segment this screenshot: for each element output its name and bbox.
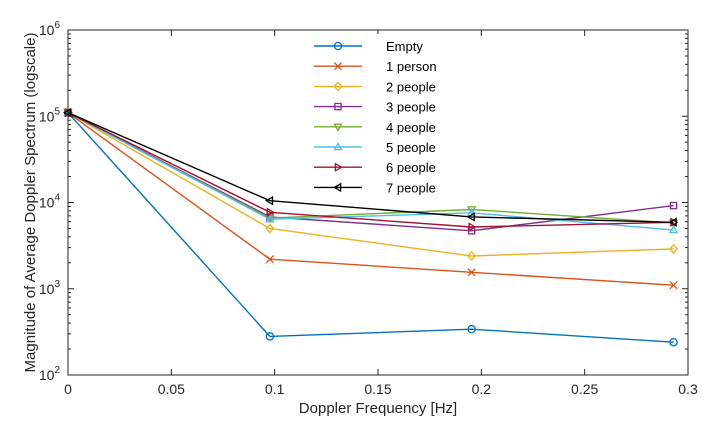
data-point	[265, 195, 274, 206]
legend-label: 6 people	[386, 160, 436, 175]
data-point	[466, 206, 477, 215]
legend-item: 2 people	[314, 79, 436, 94]
legend-item: 3 people	[314, 100, 436, 115]
x-tick-label: 0.15	[364, 381, 391, 397]
legend-item: 1 person	[314, 59, 437, 74]
legend-item: 5 people	[314, 140, 436, 155]
data-point	[468, 222, 477, 232]
legend-marker	[333, 41, 343, 51]
series-line	[67, 112, 674, 257]
series-line	[67, 112, 674, 228]
data-point	[265, 332, 275, 341]
data-point	[669, 243, 678, 254]
y-tick-label: 105	[39, 106, 61, 124]
legend: Empty 1 person 2 people 3 people 4 people 5 p…	[310, 34, 450, 202]
data-point	[266, 207, 275, 218]
data-point	[668, 217, 677, 227]
data-point	[669, 337, 678, 347]
data-point	[669, 281, 678, 290]
legend-label: 1 person	[386, 59, 437, 74]
data-point	[467, 268, 476, 277]
y-tick-label: 104	[39, 193, 61, 211]
legend-marker	[333, 123, 343, 132]
legend-marker	[333, 182, 342, 193]
y-tick-label: 103	[39, 279, 61, 297]
series-1-person	[63, 108, 678, 290]
x-tick-label: 0.2	[472, 381, 492, 397]
x-axis-label: Doppler Frequency [Hz]	[299, 400, 457, 417]
series-line	[67, 112, 674, 231]
x-tick-label: 0	[64, 381, 72, 397]
data-point	[265, 214, 275, 223]
data-point	[265, 223, 275, 234]
data-point	[466, 212, 475, 222]
legend-label: 4 people	[386, 120, 436, 135]
data-point	[669, 201, 678, 210]
legend-label: 3 people	[386, 100, 436, 115]
x-tick-label: 0.3	[678, 381, 698, 397]
y-tick-label: 106	[39, 20, 61, 38]
data-point	[265, 255, 274, 264]
legend-item: 6 people	[314, 160, 436, 175]
y-axis-label: Magnitude of Average Doppler Spectrum (l…	[22, 33, 39, 373]
data-point	[668, 225, 679, 234]
legend-item: Empty	[314, 39, 423, 54]
data-point	[467, 324, 476, 334]
legend-label: 7 people	[386, 180, 436, 195]
x-tick-label: 0.25	[571, 381, 598, 397]
legend-label: 2 people	[386, 79, 436, 94]
legend-label: Empty	[386, 39, 423, 54]
legend-marker	[334, 102, 342, 111]
legend-marker	[334, 162, 343, 172]
series-line	[67, 112, 674, 223]
series-line	[67, 112, 674, 343]
series-7-people	[63, 107, 677, 227]
legend-item: 7 people	[314, 180, 436, 195]
legend-marker	[333, 142, 343, 151]
series-line	[67, 112, 674, 286]
legend-marker	[333, 81, 343, 92]
y-tick-label: 102	[39, 365, 61, 383]
legend-label: 5 people	[386, 140, 436, 155]
data-point	[467, 250, 477, 262]
axes: 0 0.05 0.1 0.15 0.2 0.25 0.3 102 103 104 105 106	[39, 20, 698, 397]
legend-item: 4 people	[314, 120, 436, 135]
legend-box	[310, 34, 450, 202]
legend-marker	[333, 62, 343, 71]
x-tick-label: 0.1	[265, 381, 285, 397]
series-layer	[63, 107, 679, 347]
x-tick-label: 0.05	[158, 381, 185, 397]
